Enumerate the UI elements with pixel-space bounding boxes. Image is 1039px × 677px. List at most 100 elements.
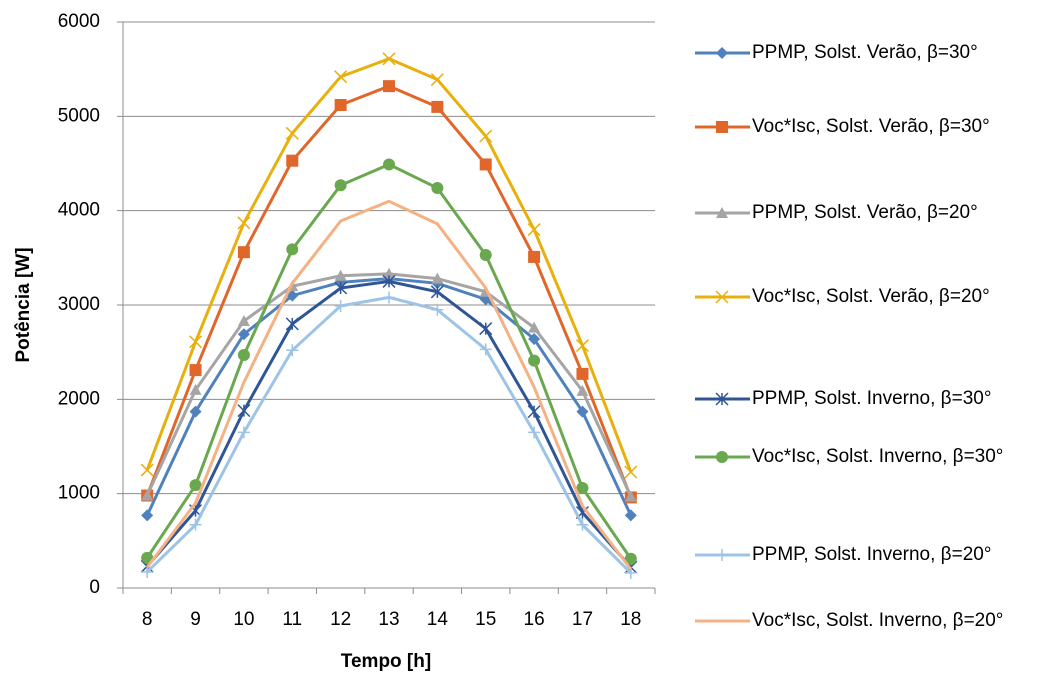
marker	[285, 317, 299, 331]
marker	[527, 405, 541, 419]
y-tick-label: 6000	[58, 11, 100, 32]
marker	[189, 364, 202, 377]
marker	[286, 243, 299, 256]
marker	[383, 267, 395, 279]
marker	[286, 154, 299, 167]
y-tick-label: 5000	[58, 105, 100, 126]
marker	[140, 463, 154, 477]
series-line	[145, 199, 633, 571]
marker	[334, 70, 348, 84]
marker	[431, 303, 444, 316]
x-axis-title: Tempo [h]	[341, 651, 431, 672]
marker	[576, 384, 589, 396]
marker	[285, 126, 299, 140]
marker	[237, 315, 250, 327]
marker	[334, 99, 347, 112]
marker	[189, 518, 202, 531]
marker	[189, 479, 202, 492]
marker	[431, 100, 444, 113]
marker	[715, 290, 729, 304]
y-tick-label: 2000	[58, 388, 100, 409]
marker	[431, 272, 444, 284]
marker	[286, 344, 299, 357]
marker	[528, 426, 541, 439]
marker	[189, 335, 203, 349]
marker	[189, 383, 202, 395]
marker	[382, 52, 396, 66]
marker	[624, 490, 637, 502]
marker	[716, 207, 728, 218]
marker	[237, 426, 250, 439]
legend-label: Voc*Isc, Solst. Verão, β=30°	[752, 116, 990, 137]
marker	[334, 281, 348, 295]
series-line	[146, 295, 632, 574]
x-tick-label: 12	[330, 609, 351, 630]
marker	[528, 354, 541, 367]
x-tick-label: 18	[620, 609, 641, 630]
marker	[716, 121, 728, 133]
x-tick-label: 14	[427, 609, 449, 630]
marker	[383, 80, 395, 93]
marker	[334, 179, 347, 192]
marker	[716, 47, 728, 59]
marker	[715, 392, 729, 406]
x-tick-label: 16	[524, 609, 545, 630]
marker	[576, 482, 589, 495]
x-tick-label: 10	[233, 609, 254, 630]
legend-label: PPMP, Solst. Inverno, β=20°	[752, 544, 992, 565]
marker	[624, 509, 637, 522]
marker	[716, 549, 728, 561]
marker	[189, 405, 202, 418]
x-tick-label: 15	[475, 609, 496, 630]
marker	[528, 321, 541, 333]
marker	[430, 285, 444, 299]
marker	[141, 489, 154, 501]
legend-label: Voc*Isc, Solst. Verão, β=20°	[752, 286, 990, 307]
marker	[479, 322, 493, 336]
marker	[237, 216, 251, 230]
x-tick-label: 17	[572, 609, 593, 630]
marker	[141, 565, 154, 578]
y-tick-label: 3000	[58, 294, 100, 315]
legend-label: PPMP, Solst. Verão, β=20°	[752, 202, 978, 223]
x-tick-label: 8	[142, 609, 153, 630]
y-tick-label: 4000	[58, 200, 100, 221]
marker	[479, 158, 492, 171]
marker	[237, 328, 250, 341]
marker	[576, 405, 589, 418]
legend-label: PPMP, Solst. Verão, β=30°	[752, 42, 978, 63]
marker	[576, 518, 589, 531]
marker	[527, 223, 541, 237]
marker	[237, 246, 250, 259]
marker	[237, 404, 251, 418]
marker	[624, 552, 637, 565]
marker	[237, 348, 250, 361]
marker	[528, 250, 541, 263]
legend-label: Voc*Isc, Solst. Inverno, β=20°	[752, 610, 1004, 631]
x-tick-label: 11	[282, 609, 302, 630]
y-tick-label: 1000	[58, 483, 100, 504]
marker	[479, 343, 492, 356]
marker	[479, 129, 493, 143]
marker	[382, 274, 396, 288]
marker	[141, 509, 154, 522]
legend-label: Voc*Isc, Solst. Inverno, β=30°	[752, 446, 1004, 467]
y-tick-label: 0	[89, 577, 100, 598]
marker	[576, 367, 589, 380]
marker	[528, 332, 541, 345]
marker	[383, 158, 395, 171]
marker	[383, 291, 395, 304]
y-axis-title: Potência [W]	[13, 247, 34, 362]
marker	[716, 451, 728, 463]
x-tick-label: 13	[378, 609, 399, 630]
marker	[334, 269, 347, 281]
marker	[575, 339, 589, 353]
x-tick-label: 9	[190, 609, 201, 630]
marker	[431, 182, 444, 195]
legend-label: PPMP, Solst. Inverno, β=30°	[752, 388, 992, 409]
marker	[430, 73, 444, 87]
marker	[479, 249, 492, 262]
marker	[624, 465, 638, 479]
